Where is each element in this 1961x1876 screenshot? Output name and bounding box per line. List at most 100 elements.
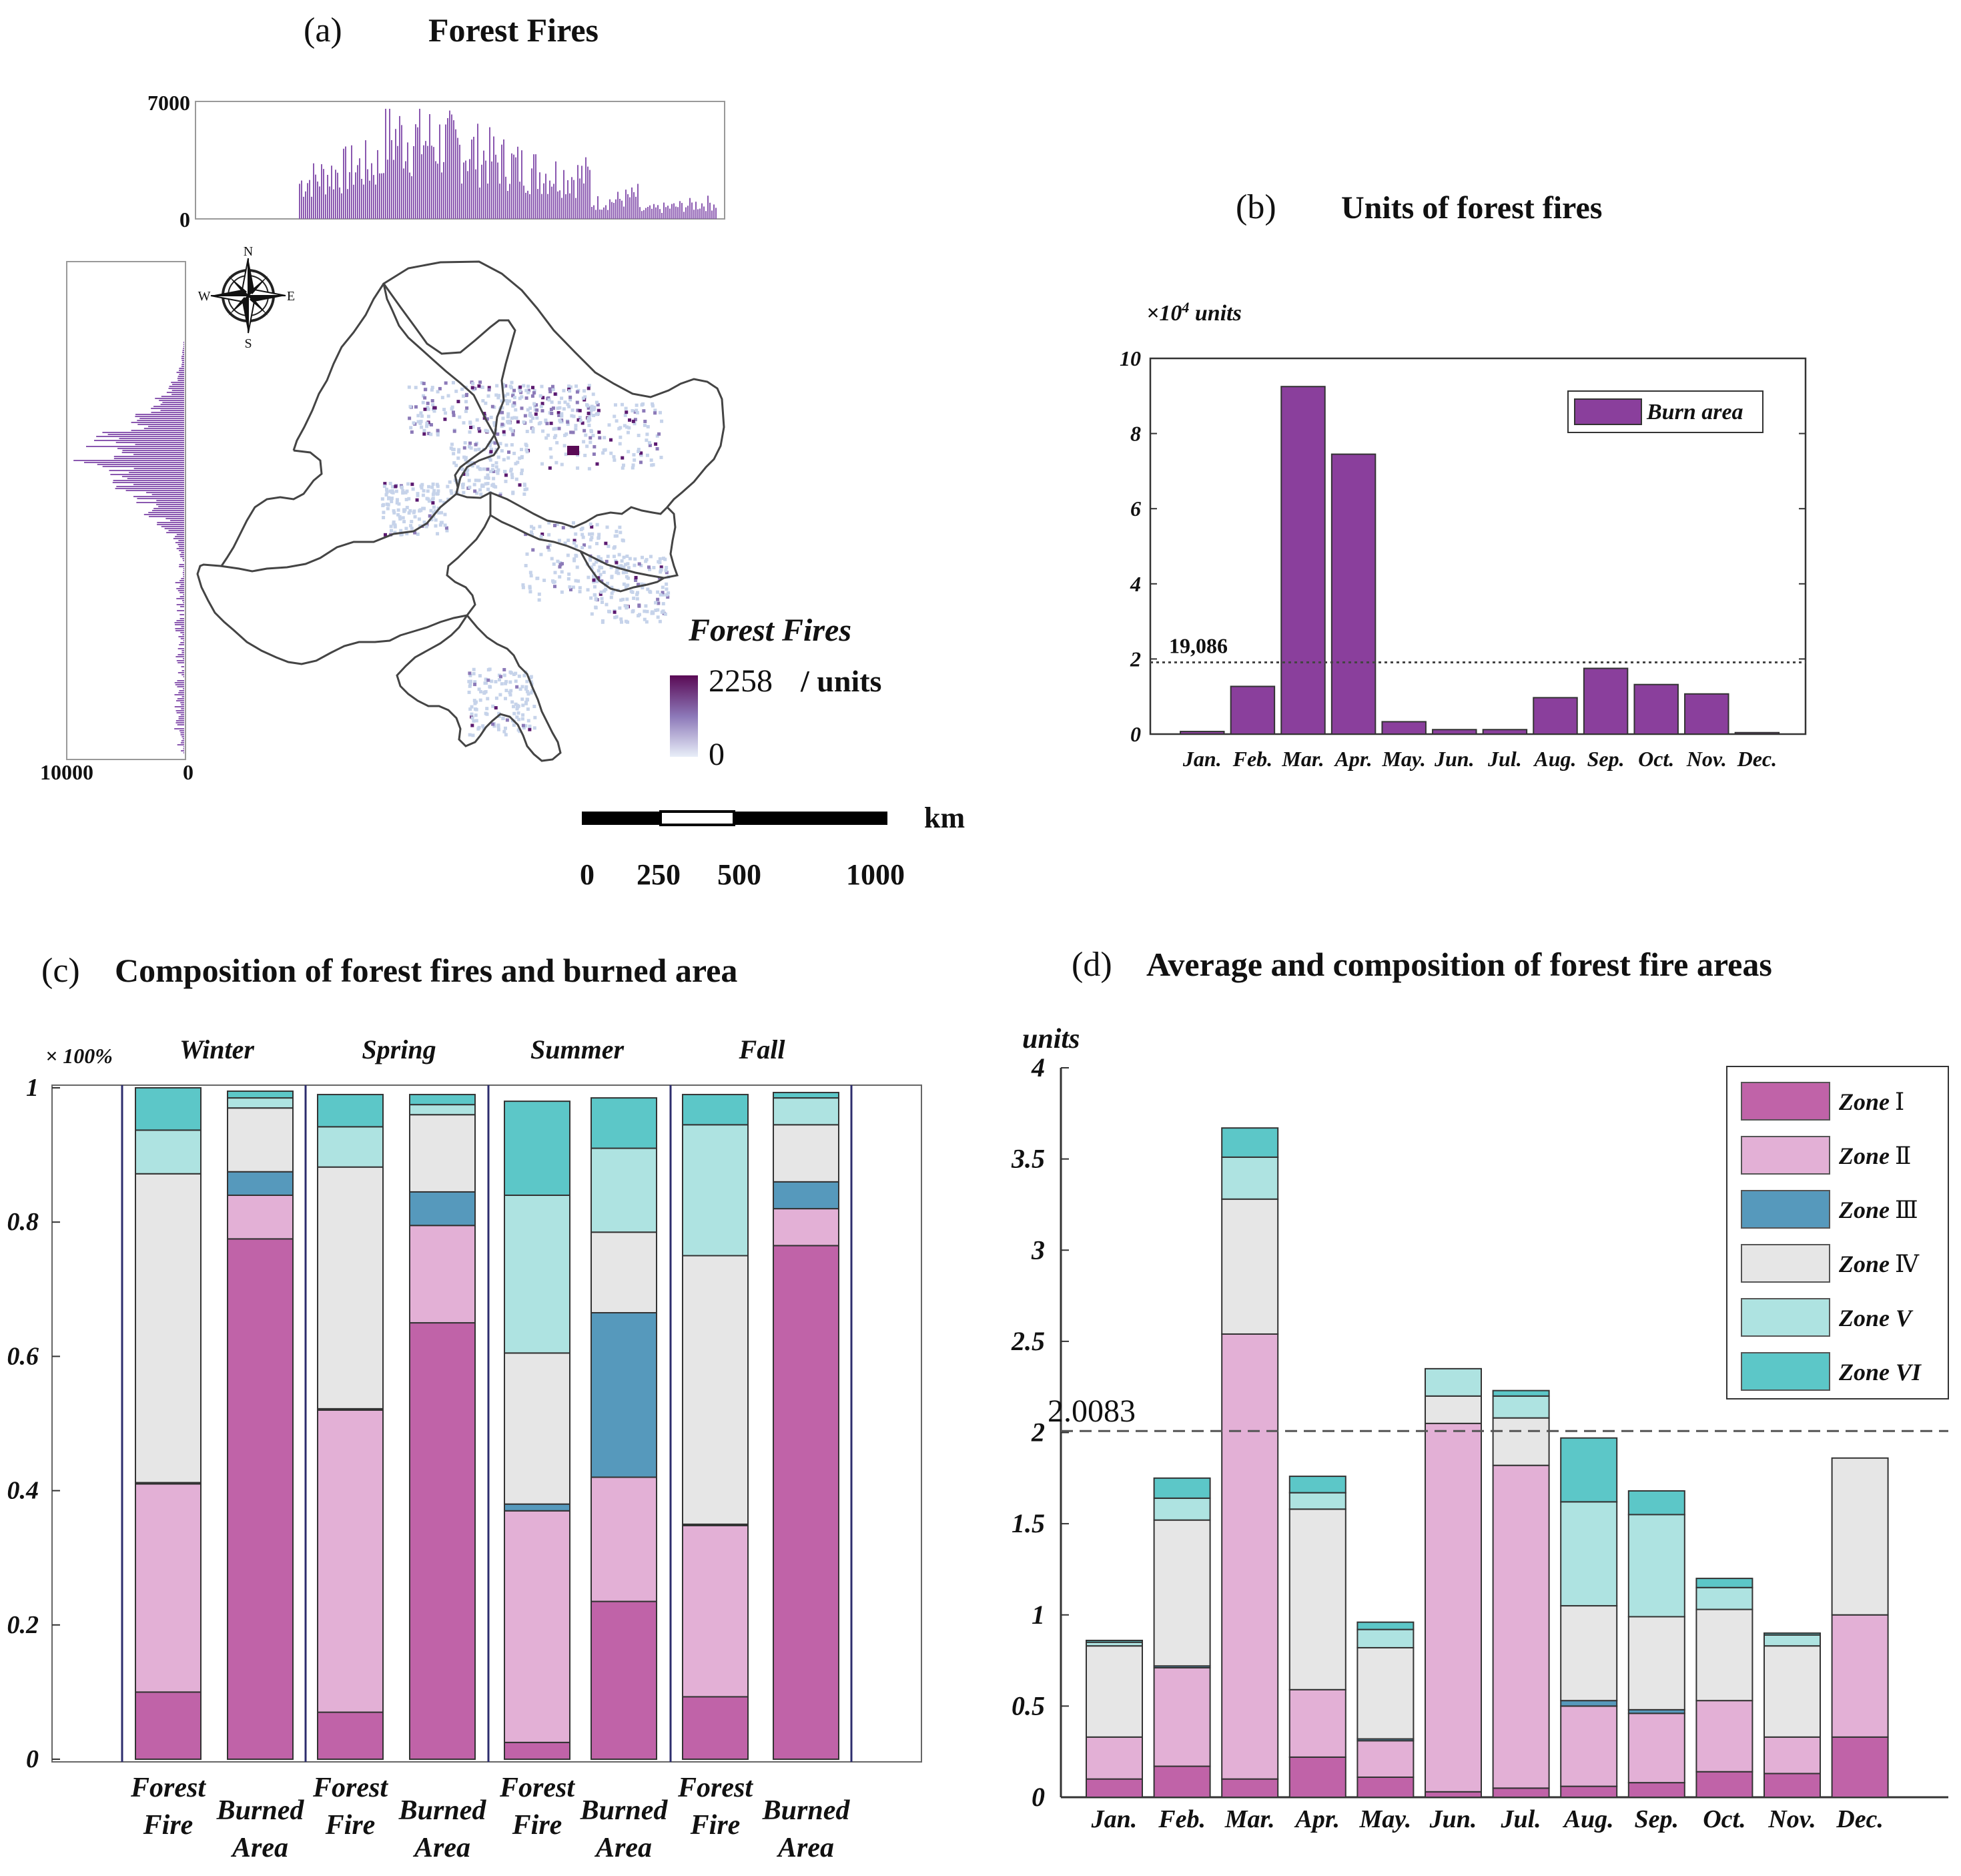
fire-dot <box>609 595 613 599</box>
fire-dot <box>478 466 482 471</box>
fire-dot <box>482 412 486 416</box>
fire-dot <box>461 394 465 398</box>
fire-dot <box>510 380 514 384</box>
fire-dot <box>524 396 528 400</box>
fire-dot <box>664 569 668 573</box>
fire-dot <box>615 615 619 619</box>
fire-dot <box>635 408 639 412</box>
fire-dot <box>420 425 424 429</box>
fire-dot <box>458 415 462 419</box>
fire-dot <box>515 685 519 689</box>
panel-c-ytick-label: 0.2 <box>7 1611 39 1639</box>
fire-dot <box>663 557 667 561</box>
fire-dot <box>470 386 474 390</box>
fire-dot <box>576 408 580 412</box>
fire-dot <box>529 525 533 529</box>
fire-dot <box>615 534 619 538</box>
fire-dot <box>525 689 529 693</box>
fire-dot <box>568 585 572 589</box>
panel-d-bar-segment <box>1831 1736 1889 1798</box>
fire-dot <box>426 497 430 501</box>
fire-dot <box>430 388 434 392</box>
fire-dot <box>627 426 631 430</box>
fire-dot <box>500 449 504 453</box>
panel-d-xtick-label: Sep. <box>1635 1805 1679 1833</box>
fire-dot <box>494 393 498 397</box>
panel-b-ylabel-suffix: units <box>1189 301 1241 326</box>
fire-dot <box>420 414 424 418</box>
fire-dot <box>449 489 453 493</box>
fire-dot <box>442 501 446 505</box>
fire-dot <box>590 406 594 410</box>
fire-dot <box>413 515 417 519</box>
fire-dot <box>634 576 638 580</box>
fire-dot <box>556 411 560 415</box>
fire-dot <box>454 389 458 393</box>
fire-dot <box>623 563 627 567</box>
panel-b-xtick-label: Nov. <box>1686 747 1727 771</box>
fire-dot <box>568 588 572 592</box>
panel-d-bar-segment <box>1288 1756 1346 1799</box>
panel-d-bar-segment <box>1695 1586 1753 1610</box>
fire-dot <box>575 400 579 404</box>
panel-c-ylabel: × 100% <box>45 1044 113 1068</box>
fire-dot <box>518 385 522 389</box>
fire-dot <box>596 412 600 416</box>
fire-dot <box>604 541 608 545</box>
fire-dot <box>655 434 659 438</box>
fire-dot <box>408 509 412 513</box>
fire-dot <box>491 722 495 726</box>
panel-b-xtick-label: Sep. <box>1587 747 1625 771</box>
panel-c-ytick-label: 0.6 <box>7 1342 39 1370</box>
fire-dot <box>432 406 436 410</box>
scale-unit: km <box>924 802 965 834</box>
fire-dot <box>424 525 428 529</box>
fire-dot <box>517 717 521 721</box>
fire-dot <box>553 585 557 589</box>
fire-dot <box>484 401 488 405</box>
fire-dot <box>442 408 446 412</box>
panel-c-xtick-label: Forest <box>677 1773 753 1803</box>
fire-dot <box>524 388 528 392</box>
panel-c-xtick-label: Burned <box>580 1795 669 1826</box>
fire-dot <box>509 467 513 471</box>
fire-dot <box>570 414 574 418</box>
fire-dot <box>500 422 504 426</box>
fire-dot <box>436 390 440 394</box>
panel-c-ytick-label: 0.8 <box>7 1208 39 1236</box>
panel-d-bar-segment <box>1560 1437 1618 1503</box>
fire-dot <box>635 410 639 414</box>
fire-dot <box>595 523 599 527</box>
fire-dot <box>617 553 621 557</box>
left-hist-tick-min: 0 <box>183 760 193 784</box>
fire-dot <box>530 689 534 693</box>
fire-dot <box>516 711 520 715</box>
fire-dot <box>468 441 472 445</box>
fire-dot <box>398 515 402 519</box>
fire-dot <box>421 400 425 404</box>
fire-dot <box>395 501 399 505</box>
fire-dot <box>503 726 507 730</box>
fire-dot <box>547 521 551 525</box>
panel-d-ytick-label: 2 <box>1031 1418 1045 1448</box>
fire-dot <box>409 524 413 528</box>
fire-dot <box>522 726 526 730</box>
fire-dot <box>631 466 635 470</box>
fire-dot <box>506 392 510 396</box>
fire-dot <box>382 511 386 515</box>
fire-dot <box>488 685 492 689</box>
fire-dot <box>410 527 414 531</box>
panel-b-yticks: 0 2 4 6 8 10 <box>1120 346 1141 746</box>
panel-d-bars <box>1086 1127 1889 1799</box>
fire-dot <box>619 617 623 621</box>
fire-dot <box>434 518 438 522</box>
fire-dot <box>392 511 396 515</box>
fire-dot <box>615 568 619 572</box>
fire-dot <box>592 563 596 567</box>
fire-dot <box>619 564 623 568</box>
fire-dot <box>521 723 525 727</box>
fire-dot <box>419 484 423 488</box>
panel-c-bar-segment <box>591 1231 657 1314</box>
fire-dot <box>610 591 614 595</box>
top-hist-bars <box>299 109 717 219</box>
